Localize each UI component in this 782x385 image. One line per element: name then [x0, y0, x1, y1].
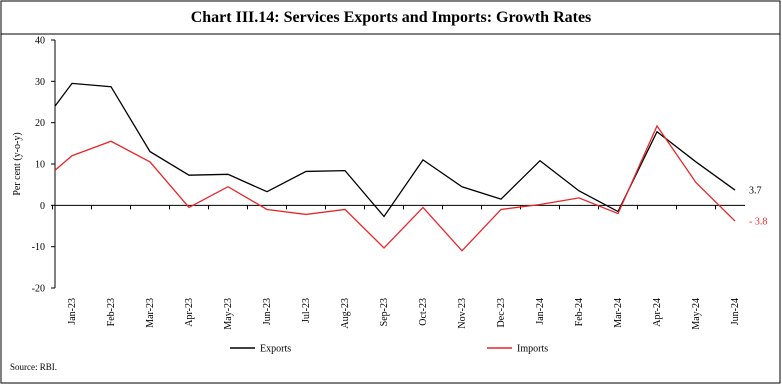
series-line	[54, 82, 736, 218]
x-tick-label: Dec-23	[496, 298, 507, 327]
y-tick-label: 40	[35, 36, 45, 47]
x-tick-label: Apr-24	[652, 298, 663, 327]
data-label: - 3.8	[749, 217, 767, 228]
y-tick-label: 0	[40, 201, 45, 212]
x-tick-label: Jun-23	[262, 298, 273, 325]
y-tick-label: -20	[32, 284, 45, 295]
x-tick-label: Jan-24	[535, 298, 546, 325]
x-tick-label: Nov-23	[457, 298, 468, 329]
x-tick-label: Mar-24	[613, 298, 624, 328]
y-axis-label: Per cent (y-o-y)	[12, 132, 23, 195]
source: Source: RBI.	[10, 362, 57, 372]
x-tick-label: Jun-24	[730, 298, 741, 325]
x-tick-label: May-24	[691, 298, 702, 330]
legend-label: Imports	[517, 344, 548, 355]
x-tick-label: Jan-23	[67, 298, 78, 325]
data-label: 3.7	[749, 186, 762, 197]
x-tick-label: Jul-23	[301, 298, 312, 323]
x-tick-label: Feb-24	[574, 298, 585, 326]
y-tick-label: 30	[35, 77, 45, 88]
x-tick-label: May-23	[223, 298, 234, 330]
x-tick-label: Sep-23	[379, 298, 390, 326]
legend-label: Exports	[260, 344, 291, 355]
y-tick-label: 10	[35, 160, 45, 171]
x-tick-label: Aug-23	[340, 298, 351, 329]
x-tick-label: Apr-23	[184, 298, 195, 327]
y-tick-label: -10	[32, 242, 45, 253]
chart-title: Chart III.14: Services Exports and Impor…	[191, 9, 592, 26]
x-tick-label: Mar-23	[145, 298, 156, 328]
y-tick-label: 20	[35, 118, 45, 129]
x-tick-label: Oct-23	[418, 298, 429, 326]
x-tick-label: Feb-23	[106, 298, 117, 326]
series-line	[54, 124, 736, 252]
